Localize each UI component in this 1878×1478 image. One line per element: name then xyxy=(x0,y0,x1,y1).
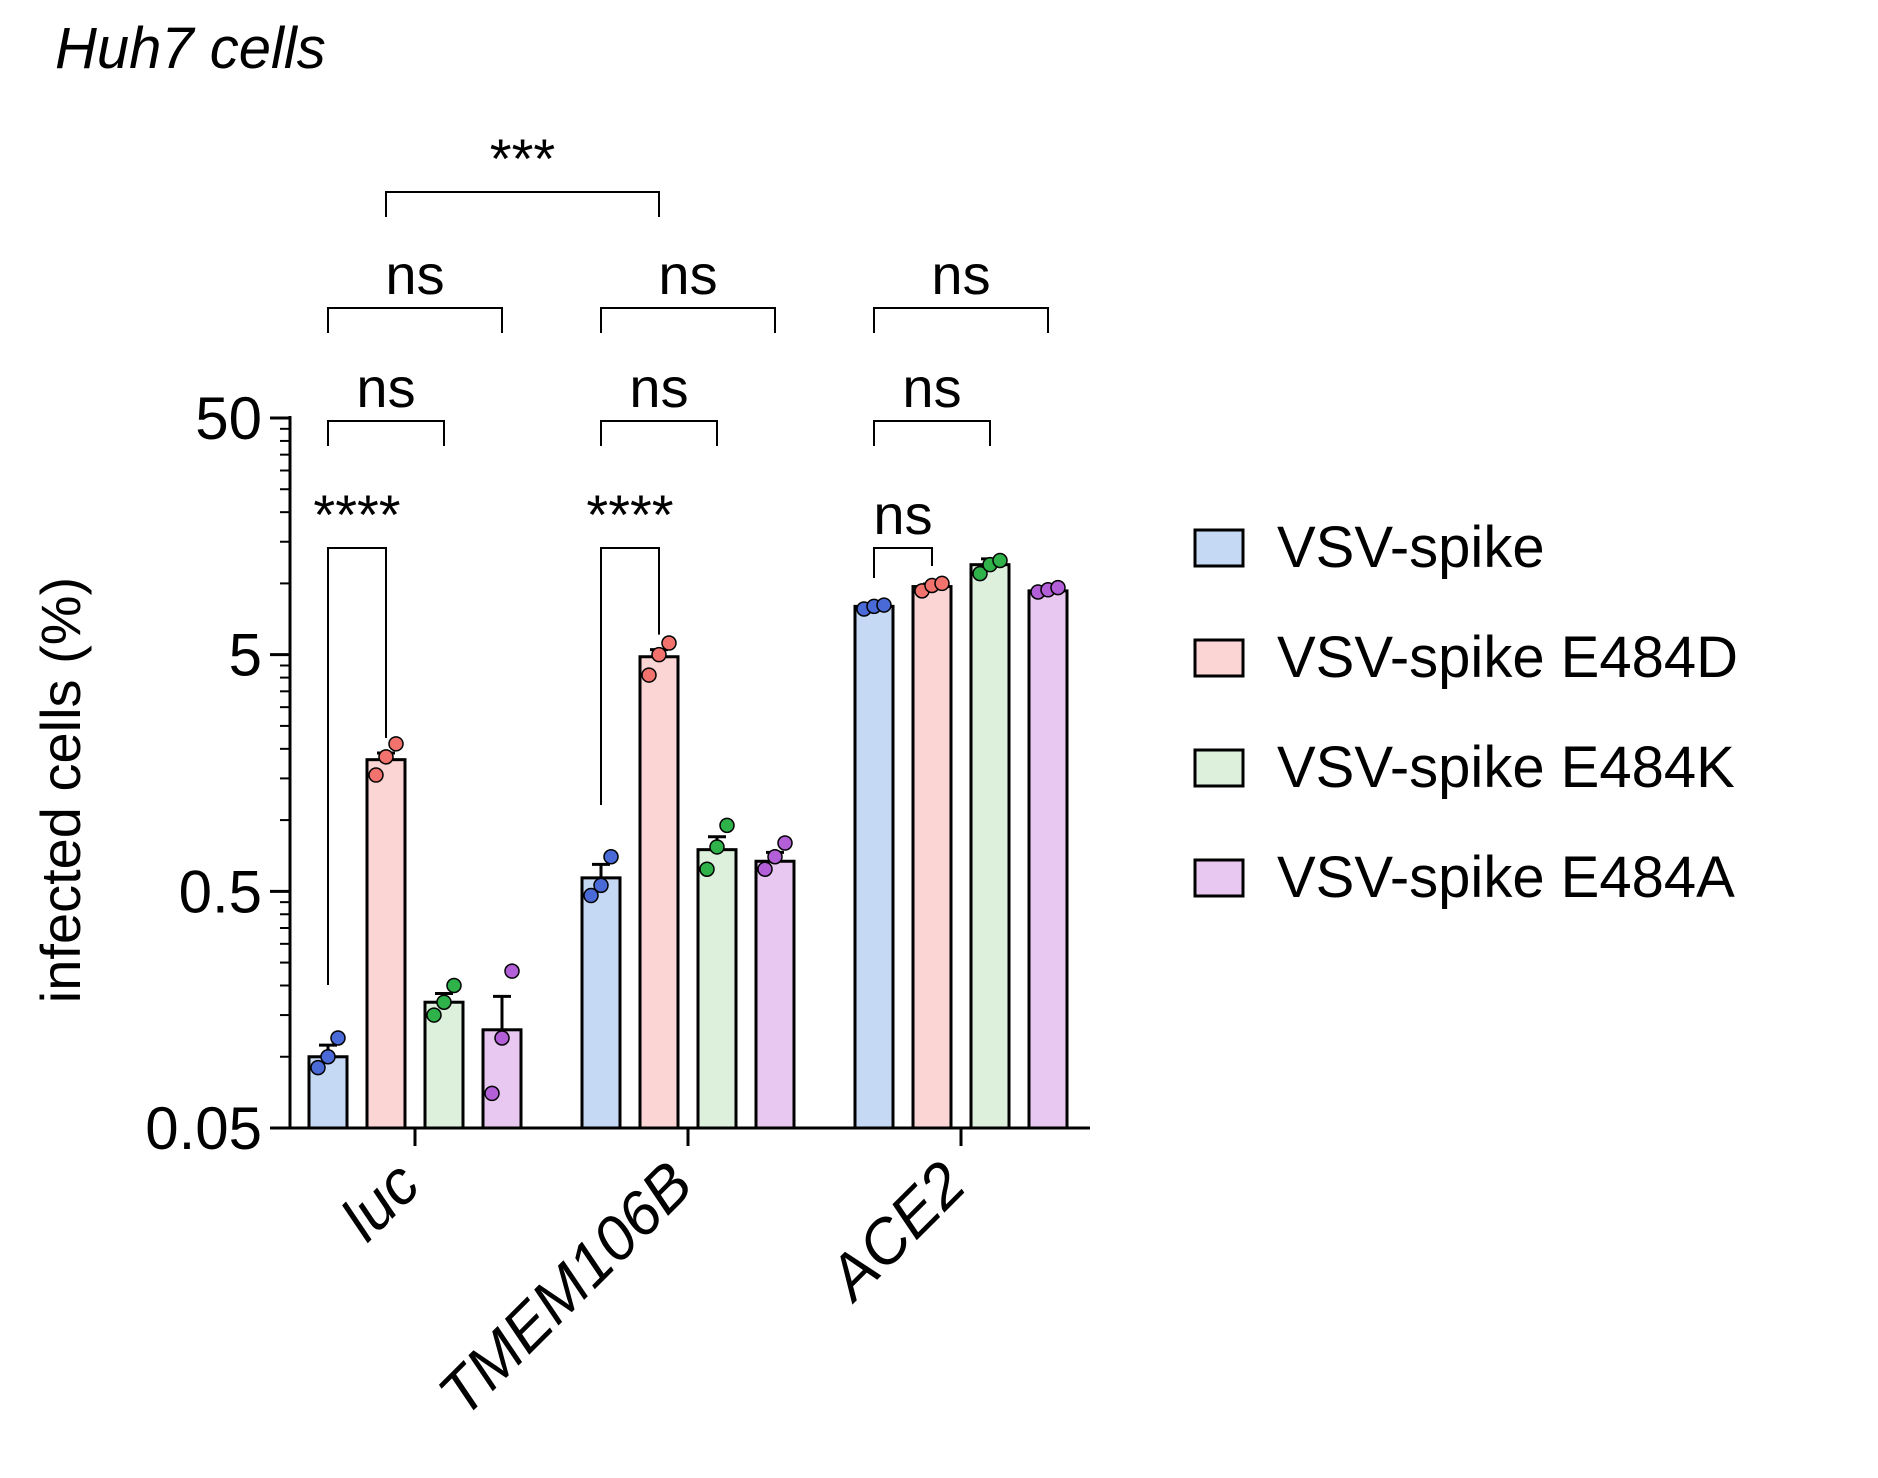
data-point xyxy=(320,1049,336,1065)
data-point xyxy=(330,1030,346,1046)
y-tick-label: 0.05 xyxy=(145,1095,262,1162)
legend: VSV-spike VSV-spike E484D VSV-spike E484K V… xyxy=(1193,515,1738,910)
legend-label: VSV-spike E484D xyxy=(1277,625,1738,690)
data-point xyxy=(593,877,609,894)
significance-bracket xyxy=(600,307,776,333)
data-point xyxy=(641,667,657,683)
data-point xyxy=(1050,579,1066,596)
data-point xyxy=(484,1085,500,1102)
x-category-label: ACE2 xyxy=(813,1149,979,1315)
legend-label: VSV-spike E484A xyxy=(1277,845,1735,910)
significance-label: ns xyxy=(902,356,961,419)
data-point xyxy=(934,575,950,592)
data-point xyxy=(446,977,462,994)
legend-label: VSV-spike xyxy=(1277,515,1545,580)
data-point xyxy=(368,767,384,783)
y-tick-label: 50 xyxy=(195,385,262,452)
data-point xyxy=(767,848,783,865)
data-point xyxy=(757,861,773,877)
significance-bracket xyxy=(327,547,387,985)
data-point xyxy=(651,646,667,663)
bar xyxy=(481,1028,523,1130)
significance-label: ns xyxy=(356,356,415,419)
bar xyxy=(754,859,796,1130)
significance-label: *** xyxy=(490,127,555,190)
bar xyxy=(1027,589,1069,1130)
data-point xyxy=(777,835,793,851)
y-axis-label: infected cells (%) xyxy=(29,577,92,1003)
x-category-label: luc xyxy=(328,1149,433,1254)
bar xyxy=(365,758,407,1130)
significance-bracket xyxy=(385,191,660,217)
data-point xyxy=(603,848,619,865)
data-point xyxy=(972,565,988,582)
chart-title: Huh7 cells xyxy=(55,16,326,81)
legend-swatch xyxy=(1193,748,1245,788)
legend-label: VSV-spike E484K xyxy=(1277,735,1735,800)
significance-bracket xyxy=(873,547,933,578)
data-point xyxy=(426,1007,442,1023)
bar xyxy=(696,848,738,1130)
data-point xyxy=(699,861,715,877)
data-point xyxy=(719,817,735,834)
data-point xyxy=(876,597,892,613)
significance-label: ns xyxy=(931,243,990,306)
significance-bracket xyxy=(873,307,1049,333)
legend-swatch xyxy=(1193,638,1245,678)
significance-bracket xyxy=(600,420,718,446)
bar xyxy=(853,604,895,1130)
bar xyxy=(580,876,622,1130)
data-point xyxy=(504,963,520,979)
data-point xyxy=(436,994,452,1010)
legend-swatch xyxy=(1193,858,1245,898)
bars-layer xyxy=(307,552,1069,1130)
y-tick-label: 5 xyxy=(229,622,262,689)
significance-label: ns xyxy=(873,483,932,546)
bar xyxy=(969,563,1011,1130)
y-tick-label: 0.5 xyxy=(179,858,262,925)
legend-swatch xyxy=(1193,528,1245,568)
bar xyxy=(423,1000,465,1130)
significance-bracket xyxy=(327,307,503,333)
significance-label: **** xyxy=(313,483,400,546)
significance-label: **** xyxy=(586,483,673,546)
data-point xyxy=(583,887,599,904)
significance-bracket xyxy=(873,420,991,446)
data-point xyxy=(661,635,677,651)
data-point xyxy=(709,839,725,855)
significance-layer: **** ns ns **** ns ns ns ns ns *** xyxy=(313,127,1049,985)
data-point xyxy=(310,1059,326,1076)
significance-label: ns xyxy=(658,243,717,306)
significance-label: ns xyxy=(385,243,444,306)
bar xyxy=(638,655,680,1130)
data-point xyxy=(494,1030,510,1046)
bar xyxy=(911,585,953,1130)
significance-bracket xyxy=(600,547,660,805)
x-category-label: TMEM106B xyxy=(426,1149,706,1429)
significance-label: ns xyxy=(629,356,688,419)
data-point xyxy=(378,749,394,765)
data-point xyxy=(388,736,404,752)
data-point xyxy=(992,552,1008,569)
significance-bracket xyxy=(327,420,445,446)
